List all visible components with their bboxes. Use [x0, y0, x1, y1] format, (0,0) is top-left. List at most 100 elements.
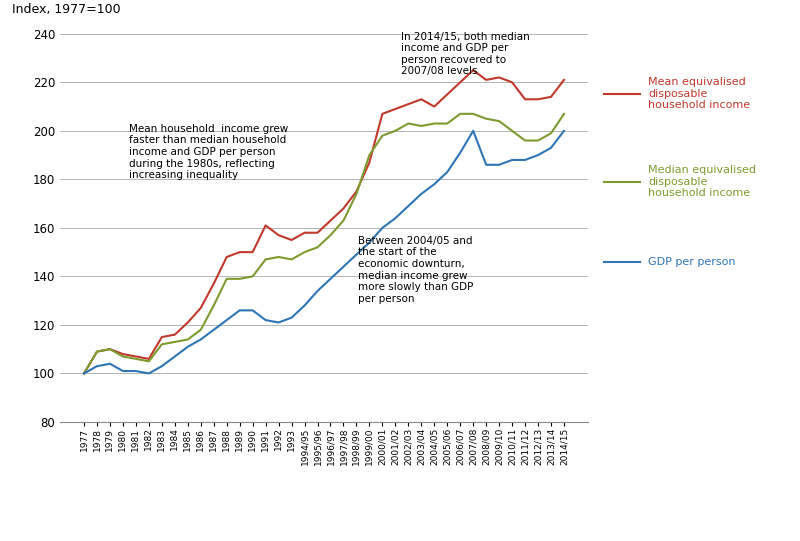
Median equivalised
disposable
household income [286, 256, 296, 263]
Median equivalised
disposable
household income [403, 120, 413, 127]
Mean equivalised
disposable
household income [520, 96, 530, 103]
Median equivalised
disposable
household income [559, 110, 569, 117]
Median equivalised
disposable
household income [105, 346, 114, 352]
Median equivalised
disposable
household income [300, 249, 310, 255]
GDP per person [559, 128, 569, 134]
Mean equivalised
disposable
household income [352, 188, 362, 195]
Mean equivalised
disposable
household income [546, 94, 556, 100]
Mean equivalised
disposable
household income [261, 222, 270, 229]
Median equivalised
disposable
household income [455, 110, 465, 117]
GDP per person [79, 370, 89, 377]
Mean equivalised
disposable
household income [79, 370, 89, 377]
Median equivalised
disposable
household income [378, 133, 387, 139]
Mean equivalised
disposable
household income [338, 205, 348, 212]
Median equivalised
disposable
household income [92, 348, 102, 355]
Mean equivalised
disposable
household income [494, 74, 504, 81]
Mean equivalised
disposable
household income [559, 77, 569, 83]
GDP per person [482, 162, 491, 168]
GDP per person [183, 344, 193, 350]
Median equivalised
disposable
household income [261, 256, 270, 263]
Median equivalised
disposable
household income [313, 244, 322, 250]
GDP per person [378, 225, 387, 231]
Mean equivalised
disposable
household income [183, 319, 193, 326]
GDP per person [442, 169, 452, 175]
Median equivalised
disposable
household income [546, 130, 556, 136]
Mean equivalised
disposable
household income [326, 217, 335, 224]
GDP per person [403, 203, 413, 209]
Mean equivalised
disposable
household income [209, 280, 218, 287]
GDP per person [468, 128, 478, 134]
Mean equivalised
disposable
household income [222, 254, 231, 260]
Mean equivalised
disposable
household income [170, 332, 180, 338]
Median equivalised
disposable
household income [274, 254, 283, 260]
GDP per person [534, 152, 543, 159]
GDP per person [313, 288, 322, 294]
Median equivalised
disposable
household income [468, 110, 478, 117]
GDP per person [105, 360, 114, 367]
Mean equivalised
disposable
household income [430, 103, 439, 110]
Text: Median equivalised
disposable
household income: Median equivalised disposable household … [648, 165, 756, 199]
GDP per person [430, 181, 439, 187]
Mean equivalised
disposable
household income [378, 110, 387, 117]
Median equivalised
disposable
household income [417, 123, 426, 129]
Median equivalised
disposable
household income [390, 128, 400, 134]
Median equivalised
disposable
household income [430, 120, 439, 127]
GDP per person [507, 157, 517, 163]
Mean equivalised
disposable
household income [286, 237, 296, 243]
GDP per person [196, 337, 206, 343]
Line: Median equivalised
disposable
household income: Median equivalised disposable household … [84, 114, 564, 373]
GDP per person [170, 353, 180, 360]
Median equivalised
disposable
household income [326, 232, 335, 239]
GDP per person [520, 157, 530, 163]
Mean equivalised
disposable
household income [417, 96, 426, 103]
Median equivalised
disposable
household income [482, 115, 491, 122]
Median equivalised
disposable
household income [79, 370, 89, 377]
Median equivalised
disposable
household income [507, 128, 517, 134]
Mean equivalised
disposable
household income [196, 305, 206, 311]
Text: In 2014/15, both median
income and GDP per
person recovered to
2007/08 levels: In 2014/15, both median income and GDP p… [401, 31, 530, 76]
GDP per person [286, 314, 296, 321]
Mean equivalised
disposable
household income [235, 249, 245, 255]
Mean equivalised
disposable
household income [92, 348, 102, 355]
GDP per person [494, 162, 504, 168]
Mean equivalised
disposable
household income [482, 77, 491, 83]
Mean equivalised
disposable
household income [105, 346, 114, 352]
Mean equivalised
disposable
household income [403, 101, 413, 107]
GDP per person [261, 317, 270, 324]
GDP per person [274, 319, 283, 326]
Median equivalised
disposable
household income [118, 353, 128, 360]
Line: GDP per person: GDP per person [84, 131, 564, 373]
GDP per person [144, 370, 154, 377]
GDP per person [131, 368, 141, 374]
Mean equivalised
disposable
household income [144, 355, 154, 362]
GDP per person [326, 275, 335, 282]
Mean equivalised
disposable
household income [118, 351, 128, 357]
GDP per person [248, 307, 258, 314]
Mean equivalised
disposable
household income [365, 159, 374, 166]
Median equivalised
disposable
household income [183, 337, 193, 343]
Mean equivalised
disposable
household income [274, 232, 283, 239]
Mean equivalised
disposable
household income [313, 229, 322, 236]
Median equivalised
disposable
household income [520, 137, 530, 144]
GDP per person [209, 327, 218, 333]
Mean equivalised
disposable
household income [455, 79, 465, 85]
Line: Mean equivalised
disposable
household income: Mean equivalised disposable household in… [84, 70, 564, 373]
Text: GDP per person: GDP per person [648, 257, 735, 267]
Mean equivalised
disposable
household income [442, 91, 452, 98]
GDP per person [222, 317, 231, 324]
GDP per person [338, 263, 348, 270]
GDP per person [92, 363, 102, 370]
Mean equivalised
disposable
household income [468, 67, 478, 74]
Mean equivalised
disposable
household income [390, 105, 400, 112]
Median equivalised
disposable
household income [157, 341, 166, 347]
Mean equivalised
disposable
household income [248, 249, 258, 255]
Median equivalised
disposable
household income [222, 275, 231, 282]
Text: Between 2004/05 and
the start of the
economic downturn,
median income grew
more : Between 2004/05 and the start of the eco… [358, 236, 474, 304]
Mean equivalised
disposable
household income [534, 96, 543, 103]
Median equivalised
disposable
household income [442, 120, 452, 127]
Mean equivalised
disposable
household income [157, 334, 166, 340]
Median equivalised
disposable
household income [144, 358, 154, 365]
Median equivalised
disposable
household income [352, 190, 362, 197]
Median equivalised
disposable
household income [338, 217, 348, 224]
Mean equivalised
disposable
household income [300, 229, 310, 236]
